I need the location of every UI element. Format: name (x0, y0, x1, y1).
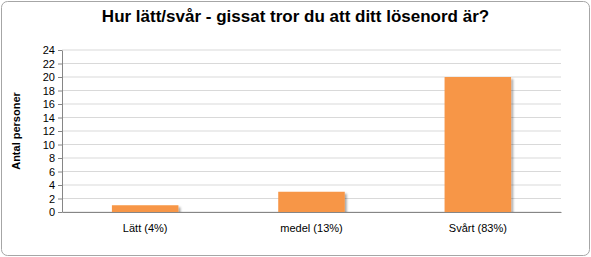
y-tick-mark (58, 91, 62, 92)
x-tick-label: Svårt (83%) (449, 222, 507, 234)
x-axis: Lätt (4%) medel (13%) Svårt (83%) (63, 212, 562, 234)
y-tick: 6 (49, 166, 62, 178)
chart-border (2, 2, 590, 256)
y-tick-label: 8 (49, 152, 55, 164)
y-tick: 18 (43, 85, 62, 97)
x-tick: Svårt (83%) (449, 212, 507, 234)
y-tick: 4 (49, 179, 62, 191)
y-tick: 0 (49, 206, 62, 218)
y-tick: 22 (43, 58, 62, 70)
y-tick: 12 (43, 125, 62, 137)
y-tick-mark (58, 185, 62, 186)
y-tick: 8 (49, 152, 62, 164)
y-tick-label: 12 (43, 125, 55, 137)
grid (62, 50, 561, 212)
y-tick-mark (58, 118, 62, 119)
x-tick-label: medel (13%) (280, 222, 342, 234)
y-tick-label: 0 (49, 206, 55, 218)
y-tick: 24 (43, 44, 62, 56)
y-tick-label: 2 (49, 193, 55, 205)
x-axis-line (63, 212, 562, 213)
bars (112, 77, 511, 212)
grid-line (62, 63, 561, 64)
y-tick-mark (58, 199, 62, 200)
y-tick: 14 (43, 112, 62, 124)
y-tick-label: 16 (43, 98, 55, 110)
y-tick-mark (58, 77, 62, 78)
y-tick-label: 24 (43, 44, 55, 56)
y-tick-mark (58, 64, 62, 65)
y-tick-label: 6 (49, 166, 55, 178)
x-tick-label: Lätt (4%) (123, 222, 168, 234)
y-tick: 20 (43, 71, 62, 83)
y-axis-line (62, 51, 63, 213)
y-tick-mark (58, 50, 62, 51)
y-tick-mark (58, 158, 62, 159)
y-tick-label: 20 (43, 71, 55, 83)
y-tick-label: 4 (49, 179, 55, 191)
bar (112, 205, 179, 212)
y-tick-label: 22 (43, 58, 55, 70)
y-axis-title: Antal personer (10, 91, 22, 169)
chart: Hur lätt/svår - gissat tror du att ditt … (0, 0, 591, 257)
y-tick-label: 10 (43, 139, 55, 151)
x-tick: medel (13%) (280, 212, 342, 234)
bar (278, 192, 345, 212)
x-tick: Lätt (4%) (123, 212, 168, 234)
y-tick: 2 (49, 193, 62, 205)
y-tick-mark (58, 172, 62, 173)
y-axis: 024681012141618202224 (43, 44, 63, 218)
y-tick-mark (58, 131, 62, 132)
y-tick: 16 (43, 98, 62, 110)
y-tick-label: 18 (43, 85, 55, 97)
y-tick-label: 14 (43, 112, 55, 124)
chart-title: Hur lätt/svår - gissat tror du att ditt … (102, 7, 489, 26)
y-tick-mark (58, 212, 62, 213)
y-tick-mark (58, 104, 62, 105)
y-tick: 10 (43, 139, 62, 151)
grid-line (62, 50, 561, 51)
bar (445, 77, 512, 212)
y-tick-mark (58, 145, 62, 146)
